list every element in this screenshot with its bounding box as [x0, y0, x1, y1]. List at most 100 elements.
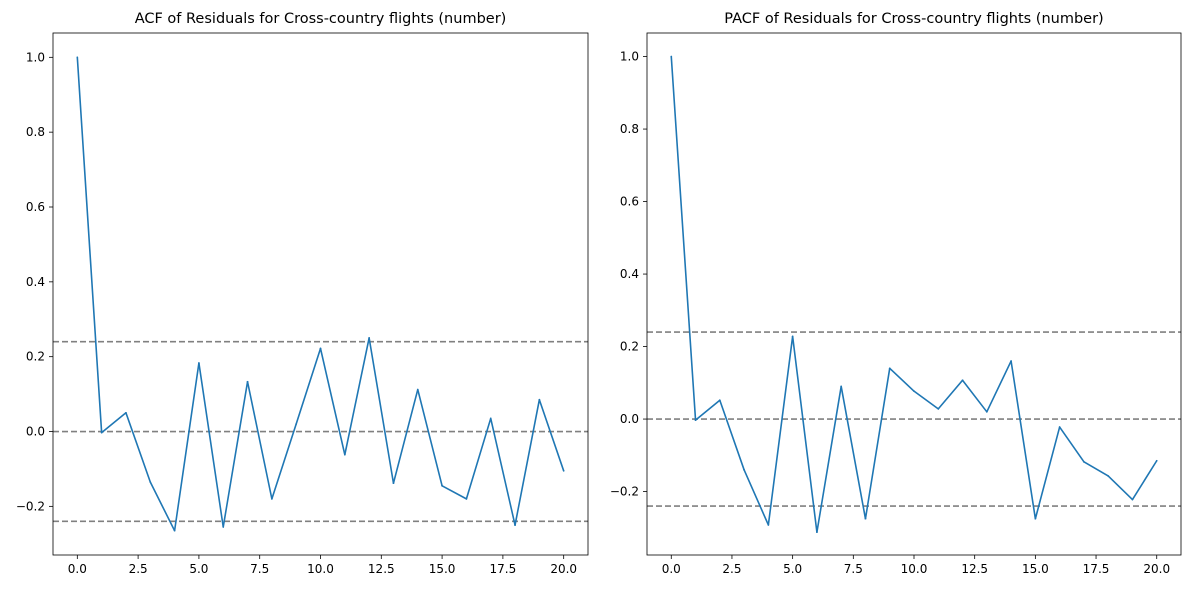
- acf-x-tick-label: 2.5: [129, 562, 148, 576]
- acf-series-segment: [344, 337, 370, 456]
- pacf-title: PACF of Residuals for Cross-country flig…: [724, 11, 1103, 27]
- pacf-data-point: [1010, 360, 1012, 362]
- pacf-data-point: [913, 390, 915, 392]
- pacf-data-point: [937, 408, 940, 410]
- acf-data-point: [125, 412, 127, 414]
- pacf-data-point: [743, 469, 745, 471]
- acf-series-segment: [295, 347, 322, 425]
- pacf-data-point: [1131, 498, 1134, 501]
- acf-series-segment: [198, 362, 225, 528]
- pacf-y-tick-label: 0.2: [620, 340, 639, 354]
- acf-x-tick-label: 17.5: [490, 562, 517, 576]
- acf-x-tick-label: 5.0: [189, 562, 208, 576]
- acf-series-segment: [100, 412, 127, 434]
- acf-data-point: [173, 529, 176, 532]
- acf-data-point: [344, 453, 346, 456]
- pacf-data-point: [1083, 461, 1085, 463]
- pacf-data-point: [986, 411, 988, 413]
- acf-series-segment: [514, 398, 541, 526]
- pacf-series-segment: [1107, 475, 1134, 501]
- pacf-y-tick-label: −0.2: [610, 485, 639, 499]
- acf-title: ACF of Residuals for Cross-country fligh…: [135, 11, 507, 27]
- pacf-series-segment: [888, 367, 915, 392]
- pacf-data-point: [694, 419, 697, 421]
- acf-series-segment: [465, 417, 492, 500]
- pacf-y-tick-label: 0.6: [620, 195, 639, 209]
- acf-panel: ACF of Residuals for Cross-country fligh…: [16, 11, 589, 576]
- acf-data-point: [76, 56, 79, 59]
- acf-y-tick-label: 0.6: [26, 200, 45, 214]
- acf-data-point: [441, 484, 443, 487]
- acf-data-point: [100, 431, 103, 434]
- pacf-series-segment: [670, 55, 697, 421]
- pacf-x-tick-label: 5.0: [783, 562, 802, 576]
- acf-y-tick-label: −0.2: [16, 499, 45, 513]
- acf-y-tick-label: 0.4: [26, 275, 45, 289]
- acf-y-tick-label: 0.8: [26, 125, 45, 139]
- acf-series-segment: [489, 417, 516, 526]
- acf-series-segment: [368, 337, 395, 484]
- pacf-series-segment: [864, 367, 891, 520]
- acf-series-segment: [441, 484, 468, 500]
- acf-series-segment: [246, 380, 273, 500]
- pacf-series-segment: [1131, 459, 1158, 501]
- pacf-x-tick-label: 10.0: [901, 562, 928, 576]
- acf-x-tick-label: 7.5: [250, 562, 269, 576]
- acf-series-segment: [173, 362, 200, 532]
- pacf-data-point: [670, 55, 673, 58]
- acf-series-segment: [392, 388, 419, 484]
- pacf-x-tick-label: 20.0: [1143, 562, 1170, 576]
- acf-x-tick-label: 20.0: [550, 562, 577, 576]
- pacf-x-tick-label: 7.5: [844, 562, 863, 576]
- acf-series-segment: [271, 423, 297, 500]
- acf-x-tick-label: 0.0: [68, 562, 87, 576]
- acf-series-segment: [319, 347, 346, 456]
- acf-series-segment: [222, 380, 249, 528]
- acf-x-tick-label: 15.0: [429, 562, 456, 576]
- pacf-x-tick-label: 0.0: [662, 562, 681, 576]
- acf-data-point: [368, 337, 370, 339]
- pacf-series-segment: [1010, 360, 1037, 520]
- pacf-series-segment: [840, 385, 867, 520]
- pacf-data-point: [791, 335, 794, 338]
- pacf-series-segment: [694, 399, 721, 421]
- acf-data-point: [271, 498, 273, 500]
- pacf-series-segment: [767, 335, 794, 526]
- pacf-series-segment: [1034, 426, 1061, 520]
- pacf-panel: PACF of Residuals for Cross-country flig…: [610, 11, 1182, 576]
- acf-data-point: [489, 417, 492, 420]
- pacf-data-point: [719, 399, 721, 402]
- acf-data-point: [392, 482, 395, 484]
- pacf-series-segment: [743, 469, 770, 526]
- acf-series-segment: [149, 481, 176, 532]
- acf-series-segment: [125, 412, 152, 483]
- pacf-data-point: [767, 524, 770, 526]
- pacf-series-segment: [719, 399, 745, 471]
- acf-y-tick-label: 1.0: [26, 50, 45, 64]
- pacf-x-tick-label: 15.0: [1022, 562, 1049, 576]
- pacf-y-tick-label: 0.0: [620, 412, 639, 426]
- acf-data-point: [246, 380, 249, 383]
- pacf-data-point: [1155, 459, 1158, 462]
- pacf-data-point: [840, 385, 842, 388]
- acf-series-segment: [538, 398, 565, 472]
- pacf-y-tick-label: 0.4: [620, 267, 639, 281]
- pacf-series-segment: [1058, 426, 1085, 463]
- pacf-data-point: [888, 367, 891, 370]
- pacf-series-segment: [961, 379, 988, 413]
- pacf-data-point: [1034, 517, 1037, 520]
- pacf-series-segment: [937, 379, 964, 410]
- acf-y-tick-label: 0.0: [26, 425, 45, 439]
- acf-data-point: [514, 524, 516, 526]
- pacf-data-point: [864, 517, 867, 520]
- acf-data-point: [295, 423, 297, 425]
- acf-x-tick-label: 10.0: [307, 562, 334, 576]
- acf-series-segment: [416, 388, 443, 487]
- acf-data-point: [198, 362, 200, 364]
- acf-x-tick-label: 12.5: [368, 562, 395, 576]
- acf-series-segment: [76, 56, 103, 434]
- acf-axes-frame: [52, 32, 589, 556]
- acf-data-point: [149, 481, 152, 483]
- pacf-axes-frame: [646, 32, 1182, 556]
- pacf-series-segment: [791, 335, 818, 533]
